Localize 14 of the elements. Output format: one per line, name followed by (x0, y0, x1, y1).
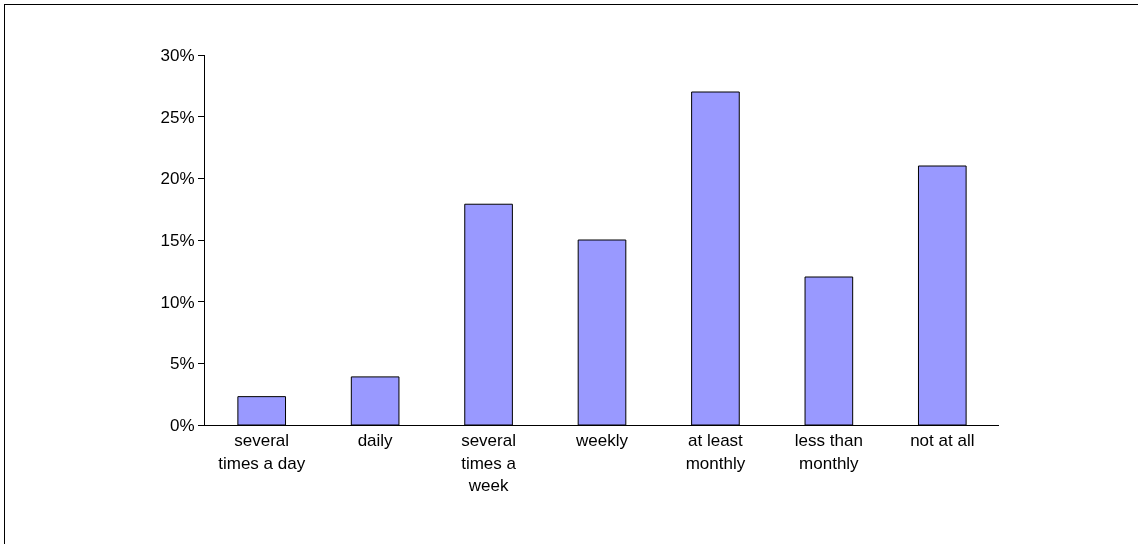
y-tick-label: 25% (160, 107, 195, 127)
x-tick-label: several times a week (461, 431, 517, 495)
x-tick-label: less than monthly (794, 431, 863, 473)
x-tick-label: weekly (575, 431, 629, 451)
y-tick-label: 20% (160, 169, 195, 189)
y-tick-label: 5% (170, 354, 195, 374)
y-tick-label: 30% (160, 45, 195, 65)
y-tick-label: 0% (170, 415, 195, 435)
x-tick-label: at least monthly (685, 431, 746, 473)
x-tick-label: daily (357, 431, 394, 451)
x-tick-label: not at all (910, 431, 975, 451)
x-tick-label: several times a day (218, 431, 306, 473)
y-tick-label: 15% (160, 230, 195, 250)
y-tick-label: 10% (160, 292, 195, 312)
